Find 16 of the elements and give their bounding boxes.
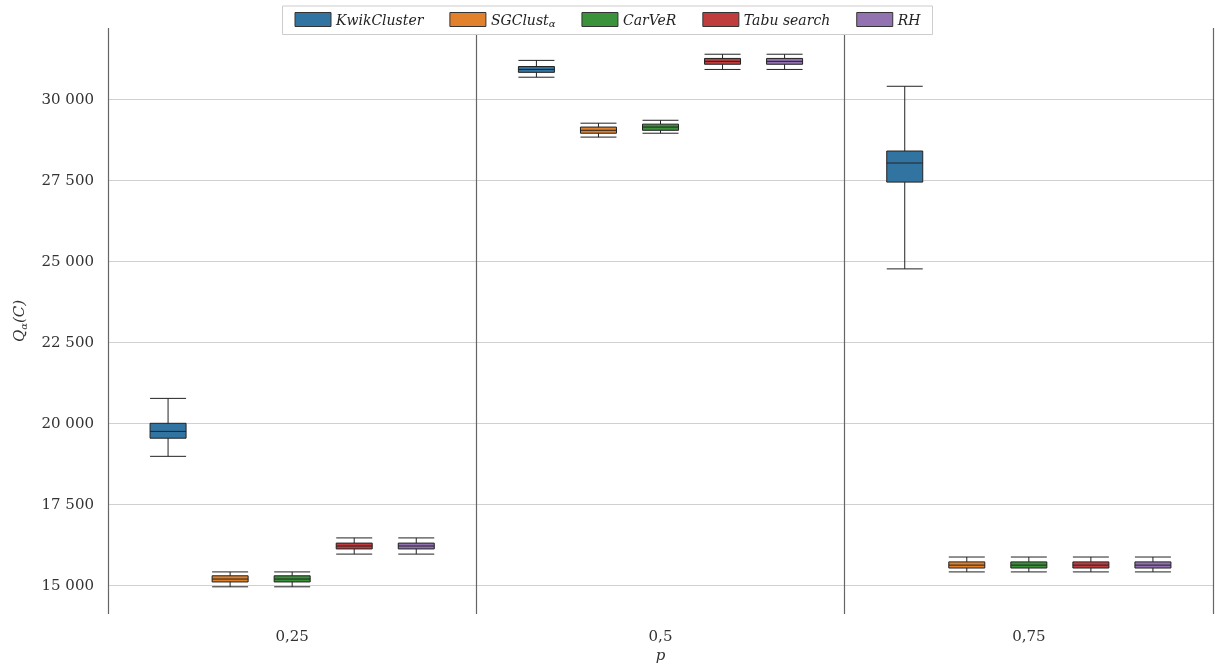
x-tick-label: 0,75 bbox=[1012, 626, 1046, 645]
legend-label: Tabu search bbox=[743, 11, 831, 28]
y-tick-label: 22 500 bbox=[41, 333, 94, 352]
y-tick-label: 25 000 bbox=[41, 252, 94, 271]
legend-label: CarVeR bbox=[622, 11, 677, 28]
y-tick-label: 27 500 bbox=[41, 171, 94, 190]
y-tick-label: 17 500 bbox=[41, 494, 94, 513]
y-tick-label: 20 000 bbox=[41, 413, 94, 432]
x-tick-label: 0,5 bbox=[648, 626, 673, 645]
x-tick-label: 0,25 bbox=[275, 626, 309, 645]
y-tick-label: 30 000 bbox=[41, 90, 94, 109]
legend-label: RH bbox=[896, 11, 922, 28]
y-tick-label: 15 000 bbox=[41, 575, 94, 594]
y-axis-title: Qα(C) bbox=[10, 299, 29, 343]
legend-label: KwikCluster bbox=[335, 11, 425, 28]
x-axis-title: p bbox=[655, 646, 666, 665]
